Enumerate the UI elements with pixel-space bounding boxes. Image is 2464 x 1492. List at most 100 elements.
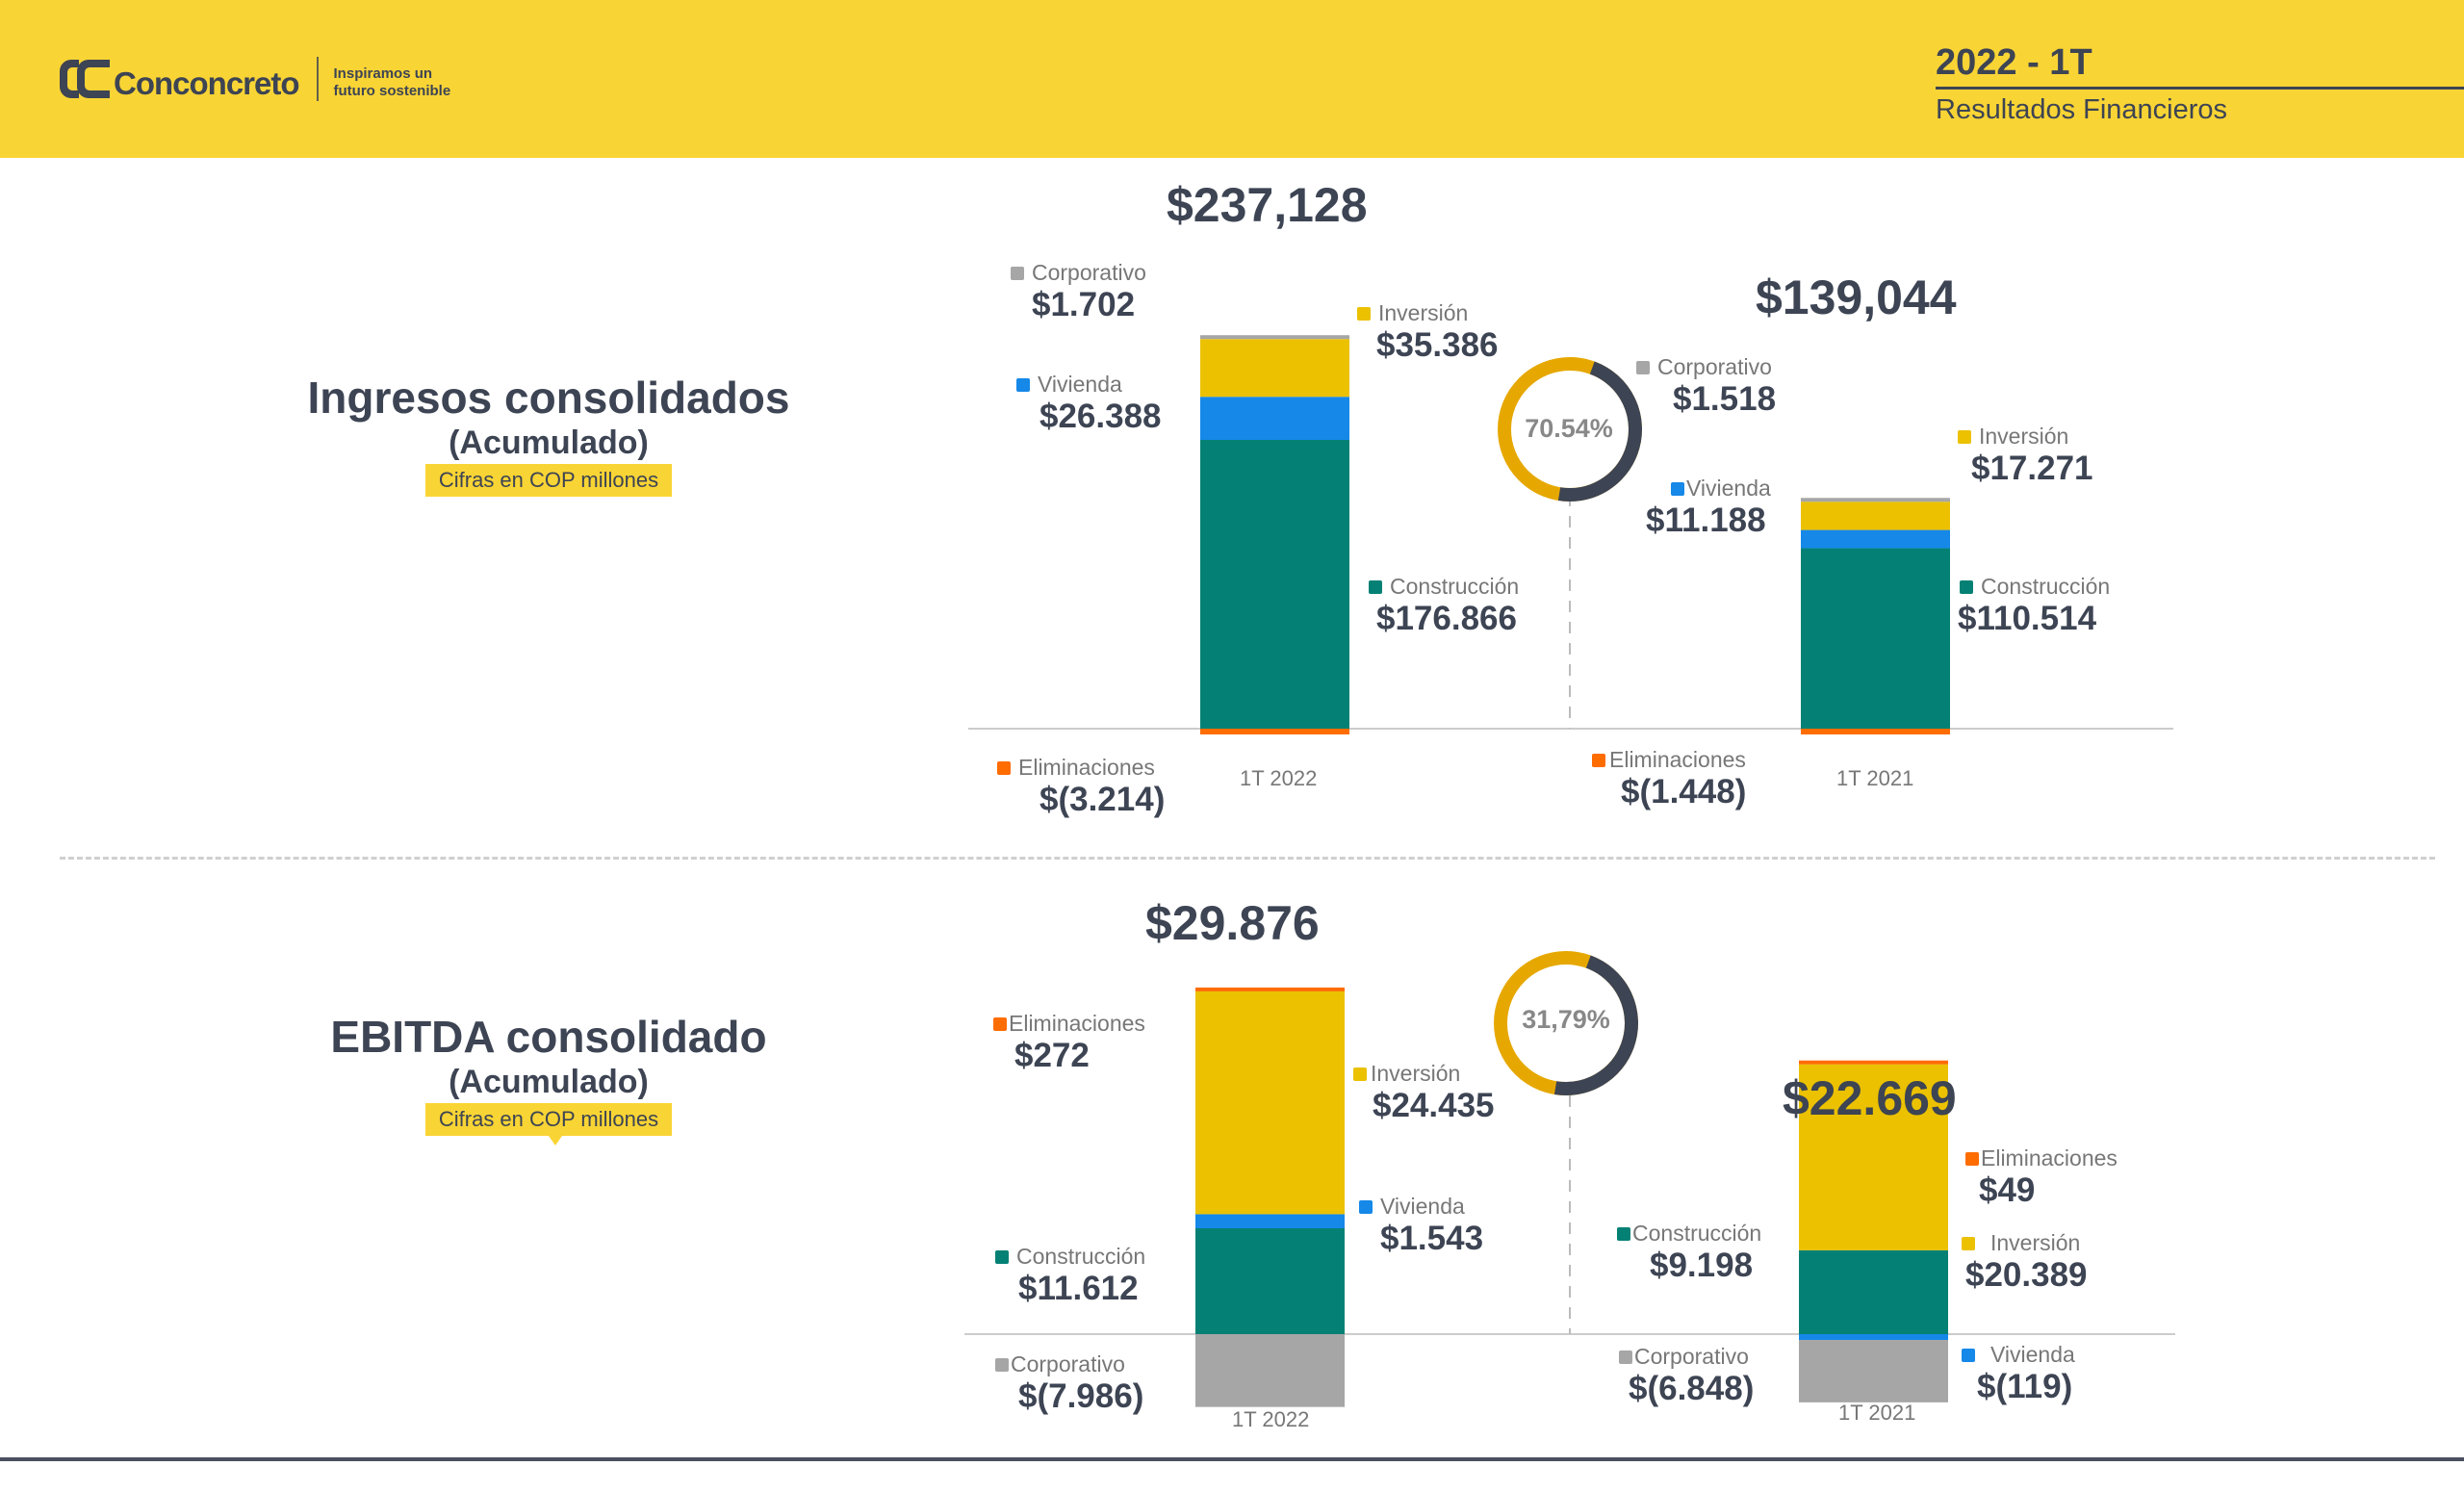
segment-value: $176.866 (1376, 600, 1517, 637)
label-inversion: Inversión $35.386 (1357, 300, 1499, 365)
bar-segment-vivienda (1195, 1214, 1345, 1228)
segment-name: Eliminaciones (1981, 1145, 2118, 1170)
bar-segment-construccion (1799, 1249, 1948, 1334)
legend-swatch (1369, 579, 1382, 594)
segment-value: $1.543 (1380, 1220, 1484, 1257)
legend-swatch (1617, 1226, 1630, 1241)
legend-swatch (1592, 753, 1605, 767)
label-construccion: Construcción $9.198 (1617, 1221, 1761, 1285)
segment-name: Corporativo (1011, 1351, 1125, 1376)
segment-value: $35.386 (1376, 326, 1499, 364)
bar-segment-vivienda (1799, 1334, 1948, 1340)
tagline-line-1: Inspiramos un (333, 65, 433, 82)
label-construccion: Construcción $11.612 (995, 1244, 1145, 1308)
label-inversion: Inversión $17.271 (1958, 424, 2093, 488)
segment-name: Vivienda (1380, 1194, 1465, 1219)
bar-segment-construccion (1801, 548, 1950, 729)
segment-name: Inversión (1378, 300, 1469, 325)
segment-name: Vivienda (1990, 1342, 2075, 1367)
label-vivienda: Vivienda $(119) (1962, 1342, 2075, 1406)
brand-name: Conconcreto (114, 65, 300, 101)
legend-swatch (1671, 481, 1684, 496)
bar-segment-inversion (1799, 1064, 1948, 1250)
report-subtitle: Resultados Financieros (1936, 94, 2228, 125)
label-eliminaciones: Eliminaciones $(3.214) (997, 755, 1165, 819)
legend-swatch (1619, 1350, 1632, 1364)
brand-tagline: Inspiramos un futuro sostenible (334, 65, 451, 100)
growth-ebitda: 31,79% (1522, 1005, 1610, 1034)
segment-value: $20.389 (1965, 1256, 2088, 1294)
header-bar: Conconcreto Inspiramos un futuro sosteni… (0, 0, 2464, 158)
bar-segment-construccion (1195, 1228, 1345, 1334)
bar-segment-eliminaciones (1200, 729, 1349, 734)
bar-segment-inversion (1195, 990, 1345, 1215)
logo-divider (316, 57, 319, 101)
bar-segment-eliminaciones (1799, 1060, 1948, 1065)
brand-logo: Conconcreto Inspiramos un futuro sosteni… (58, 56, 450, 102)
segment-value: $(1.448) (1621, 773, 1747, 810)
segment-name: Eliminaciones (1018, 755, 1155, 780)
legend-swatch (1016, 377, 1030, 392)
report-period: 2022 - 1T (1936, 42, 2092, 83)
segment-value: $9.198 (1650, 1247, 1754, 1284)
category-label: 1T 2021 (1836, 766, 1914, 790)
segment-name: Construcción (1632, 1221, 1762, 1246)
bar-segment-vivienda (1200, 397, 1349, 440)
legend-swatch (1636, 360, 1650, 374)
segment-name: Inversión (1979, 424, 2069, 449)
unit-badge: Cifras en COP millones (424, 1103, 673, 1145)
legend-swatch (995, 1249, 1009, 1264)
bar-segment-vivienda (1801, 529, 1950, 549)
segment-value: $24.435 (1373, 1087, 1495, 1124)
section-title-ingresos: Ingresos consolidados (Acumulado) Cifras… (250, 372, 847, 497)
segment-name: Vivienda (1038, 372, 1122, 397)
category-label: 1T 2022 (1232, 1407, 1310, 1431)
label-construccion: Construcción $110.514 (1958, 574, 2110, 638)
period-underline (1936, 87, 2464, 90)
bar-segment-corporativo (1200, 335, 1349, 340)
legend-swatch (1962, 1348, 1975, 1362)
label-vivienda: Vivienda $11.188 (1646, 476, 1771, 540)
segment-name: Inversión (1371, 1061, 1461, 1086)
bar-segment-inversion (1801, 502, 1950, 530)
legend-swatch (1965, 1151, 1979, 1166)
legend-swatch (1359, 1199, 1373, 1214)
growth-ingresos: 70.54% (1525, 414, 1613, 443)
total-ebitda-2021: $22.669 (1783, 1071, 1957, 1125)
category-label: 1T 2022 (1240, 766, 1318, 790)
label-eliminaciones: Eliminaciones $(1.448) (1592, 747, 1746, 811)
section-heading: Ingresos consolidados (307, 373, 790, 423)
total-ingresos-2022: $237,128 (1167, 178, 1368, 232)
segment-value: $1.702 (1032, 286, 1136, 323)
label-construccion: Construcción $176.866 (1369, 574, 1519, 638)
segment-value: $(3.214) (1040, 781, 1166, 818)
label-vivienda: Vivienda $1.543 (1359, 1194, 1483, 1258)
segment-value: $49 (1979, 1171, 2036, 1209)
section-title-ebitda: EBITDA consolidado (Acumulado) Cifras en… (250, 1011, 847, 1145)
segment-name: Corporativo (1032, 260, 1146, 285)
segment-name: Eliminaciones (1009, 1011, 1145, 1036)
category-label: 1T 2021 (1838, 1401, 1916, 1425)
label-inversion: Inversión $24.435 (1353, 1061, 1495, 1125)
label-corporativo: Corporativo $(7.986) (995, 1351, 1143, 1416)
segment-value: $(6.848) (1629, 1370, 1755, 1407)
segment-value: $272 (1014, 1037, 1090, 1074)
legend-swatch (1958, 429, 1971, 444)
tagline-line-2: futuro sostenible (333, 83, 451, 99)
section-subheading: (Acumulado) (449, 1064, 649, 1100)
legend-swatch (995, 1357, 1009, 1372)
segment-value: $110.514 (1958, 600, 2097, 637)
segment-value: $17.271 (1971, 450, 2093, 487)
legend-swatch (997, 760, 1011, 775)
segment-name: Inversión (1990, 1230, 2081, 1255)
label-corporativo: Corporativo $(6.848) (1619, 1344, 1754, 1408)
bar-segment-eliminaciones (1801, 729, 1950, 734)
segment-name: Eliminaciones (1609, 747, 1746, 772)
legend-swatch (1960, 579, 1973, 594)
section-subheading: (Acumulado) (449, 424, 649, 461)
legend-swatch (1353, 1067, 1367, 1081)
label-corporativo: Corporativo $1.518 (1636, 354, 1776, 419)
total-ingresos-2021: $139,044 (1756, 270, 1957, 324)
segment-value: $(119) (1977, 1368, 2073, 1405)
bar-segment-corporativo (1799, 1340, 1948, 1402)
